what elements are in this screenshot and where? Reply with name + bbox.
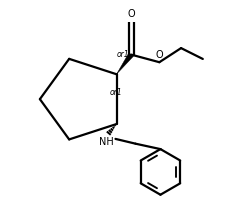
Text: NH: NH (99, 137, 114, 147)
Text: or1: or1 (110, 88, 122, 97)
Text: O: O (156, 50, 163, 60)
Text: O: O (127, 9, 135, 18)
Text: or1: or1 (117, 50, 130, 59)
Polygon shape (117, 53, 133, 74)
